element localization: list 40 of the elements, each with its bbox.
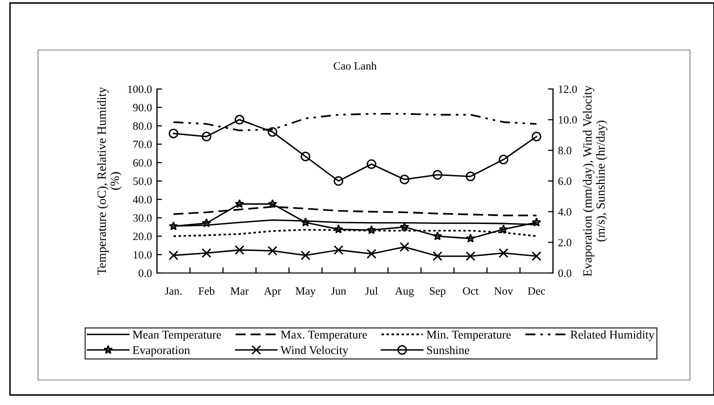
y2-axis-title: Evaporation (mm/day), Wind Velocity (m/s), Sunshine (hr/day)	[582, 85, 608, 276]
y2-tick-label: 10.0	[558, 116, 577, 124]
y2-tick-label: 8.0	[558, 146, 572, 154]
x-tick-label: Nov	[494, 287, 514, 295]
y2-tick-label: 6.0	[558, 177, 572, 186]
x-tick-label: Jan.	[164, 287, 182, 295]
chart-title: Cao Lanh	[334, 62, 377, 70]
y-tick-label: 10.0	[134, 251, 152, 259]
legend-label: Evaporation	[132, 346, 190, 357]
y-tick-label: 90.0	[133, 104, 152, 112]
legend-label: Max. Temperature	[280, 330, 367, 342]
x-tick-label: Jul	[365, 286, 378, 295]
y-tick-label: 100.0	[128, 85, 152, 94]
x-tick-label: Feb	[198, 286, 214, 295]
x-tick-label: Oct	[462, 287, 478, 295]
x-tick-label: Dec	[528, 287, 546, 295]
legend-label: Wind Velocity	[280, 346, 348, 357]
x-tick-label: Sep	[430, 287, 446, 297]
y-axis-title: Temperature (oC), Relative Humidity (%)	[97, 87, 122, 275]
x-tick-label: Apr	[264, 287, 282, 297]
x-tick-label: Mar	[230, 287, 249, 295]
y-tick-label: 50.0	[133, 177, 152, 186]
x-tick-label: Jun	[331, 287, 346, 295]
y2-tick-label: 12.0	[558, 85, 577, 94]
y-tick-label: 70.0	[133, 140, 152, 148]
x-tick-label: May	[296, 287, 316, 297]
y2-tick-label: 4.0	[558, 208, 572, 216]
y2-tick-label: 0.0	[558, 269, 572, 278]
legend-label: Mean Temperature	[132, 330, 222, 342]
y-tick-label: 80.0	[133, 122, 152, 130]
y-tick-label: 60.0	[133, 159, 152, 167]
y2-tick-label: 2.0	[558, 238, 572, 246]
legend-label: Sunshine	[427, 346, 470, 354]
y-tick-label: 0.0	[138, 269, 152, 278]
y-tick-label: 30.0	[133, 214, 152, 222]
legend-label: Min. Temperature	[426, 330, 511, 342]
y-tick-label: 20.0	[133, 232, 152, 240]
legend-label: Related Humidity	[570, 330, 654, 342]
x-tick-label: Aug	[395, 287, 414, 297]
y-tick-label: 40.0	[132, 196, 152, 204]
